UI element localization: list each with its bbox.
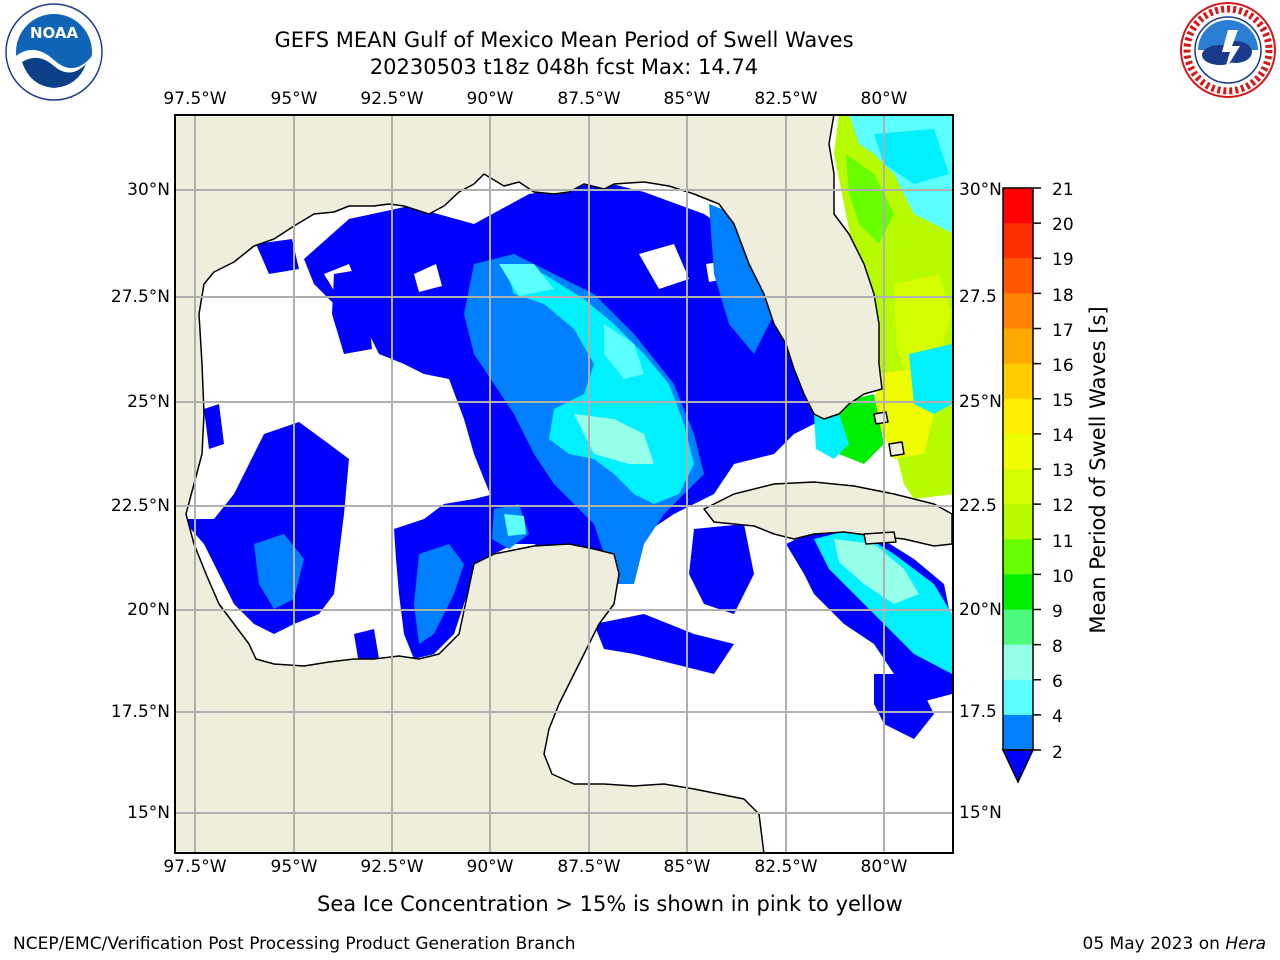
- lat-label-right: 30°N: [959, 180, 1002, 200]
- colorbar-tick-marks: [1033, 187, 1041, 751]
- colorbar-band: [1003, 398, 1033, 435]
- land-masses: [174, 114, 953, 854]
- colorbar-tick-label: 6: [1052, 672, 1063, 692]
- lon-label-top: 97.5°W: [163, 89, 227, 109]
- nws-logo-icon: [1180, 2, 1276, 98]
- colorbar-band: [1003, 469, 1033, 505]
- lon-label-top: 90°W: [466, 89, 514, 109]
- lat-label-right: 20°N: [959, 600, 1002, 620]
- colorbar-band: [1003, 504, 1033, 540]
- chart-title: GEFS MEAN Gulf of Mexico Mean Period of …: [274, 28, 854, 52]
- colorbar-band: [1003, 679, 1033, 716]
- footer-host: Hera: [1225, 934, 1266, 954]
- colorbar-tick-label: 18: [1052, 286, 1074, 306]
- colorbar-bands: [1003, 188, 1033, 751]
- lon-label-top: 80°W: [860, 89, 908, 109]
- swell-period-map: [174, 114, 954, 854]
- lon-label-bottom: 97.5°W: [163, 857, 227, 877]
- chart-subtitle-forecast: 20230503 t18z 048h fcst Max: 14.74: [369, 55, 759, 79]
- colorbar-band: [1003, 644, 1033, 681]
- noaa-logo-icon: NOAA: [5, 3, 103, 101]
- lon-label-bottom: 90°W: [466, 857, 514, 877]
- cuba-land: [703, 481, 953, 547]
- colorbar-band: [1003, 363, 1033, 400]
- colorbar-tick-label: 20: [1052, 215, 1074, 235]
- lon-label-top: 92.5°W: [360, 89, 424, 109]
- colorbar-band: [1003, 609, 1033, 646]
- colorbar-tick-label: 14: [1052, 426, 1074, 446]
- colorbar-band: [1003, 714, 1033, 750]
- colorbar-label: Mean Period of Swell Waves [s]: [1086, 306, 1110, 634]
- colorbar-band: [1003, 188, 1033, 224]
- lat-label-left: 17.5°N: [110, 702, 170, 722]
- colorbar-band: [1003, 328, 1033, 365]
- colorbar-extend-triangle: [1001, 749, 1035, 784]
- colorbar-tick-label: 11: [1052, 532, 1074, 552]
- colorbar-tick-label: 15: [1052, 391, 1074, 411]
- sea-ice-note: Sea Ice Concentration > 15% is shown in …: [317, 892, 903, 916]
- colorbar-tick-label: 17: [1052, 321, 1074, 341]
- svg-text:NOAA: NOAA: [30, 24, 79, 42]
- colorbar: [1001, 187, 1041, 784]
- lat-label-left: 20°N: [127, 600, 170, 620]
- colorbar-band: [1003, 539, 1033, 575]
- lon-label-top: 87.5°W: [557, 89, 621, 109]
- colorbar-tick-label: 19: [1052, 250, 1074, 270]
- colorbar-tick-label: 21: [1052, 180, 1074, 200]
- lon-label-bottom: 80°W: [860, 857, 908, 877]
- lon-label-top: 85°W: [663, 89, 711, 109]
- lat-label-left: 27.5°N: [110, 287, 170, 307]
- lat-label-right: 15°N: [959, 803, 1002, 823]
- colorbar-band: [1003, 223, 1033, 259]
- colorbar-band: [1003, 293, 1033, 329]
- lon-label-top: 95°W: [270, 89, 318, 109]
- lat-label-right: 27.5: [959, 287, 997, 307]
- colorbar-tick-label: 16: [1052, 356, 1074, 376]
- lat-label-left: 22.5°N: [110, 496, 170, 516]
- lon-label-top: 82.5°W: [754, 89, 818, 109]
- lat-label-right: 22.5: [959, 496, 997, 516]
- lon-label-bottom: 87.5°W: [557, 857, 621, 877]
- colorbar-band: [1003, 258, 1033, 294]
- graticule: [174, 114, 954, 854]
- lat-label-left: 30°N: [127, 180, 170, 200]
- footer-date: 05 May 2023 on Hera: [1083, 934, 1267, 954]
- colorbar-tick-label: 13: [1052, 461, 1074, 481]
- footer-date-text: 05 May 2023 on: [1082, 934, 1226, 954]
- lon-label-bottom: 92.5°W: [360, 857, 424, 877]
- map-frame: [174, 114, 954, 854]
- lon-label-bottom: 85°W: [663, 857, 711, 877]
- colorbar-tick-label: 9: [1052, 602, 1063, 622]
- lon-label-bottom: 95°W: [270, 857, 318, 877]
- colorbar-tick-label: 12: [1052, 496, 1074, 516]
- colorbar-band: [1003, 574, 1033, 610]
- footer-credit: NCEP/EMC/Verification Post Processing Pr…: [13, 934, 576, 954]
- colorbar-tick-label: 10: [1052, 567, 1074, 587]
- lat-label-right: 17.5: [959, 702, 997, 722]
- lon-label-bottom: 82.5°W: [754, 857, 818, 877]
- colorbar-tick-label: 8: [1052, 637, 1063, 657]
- lat-label-left: 15°N: [127, 803, 170, 823]
- lat-label-right: 25°N: [959, 392, 1002, 412]
- colorbar-tick-label: 2: [1052, 743, 1063, 763]
- north-america-land: [174, 114, 883, 854]
- colorbar-band: [1003, 433, 1033, 470]
- lat-label-left: 25°N: [127, 392, 170, 412]
- colorbar-tick-label: 4: [1052, 707, 1063, 727]
